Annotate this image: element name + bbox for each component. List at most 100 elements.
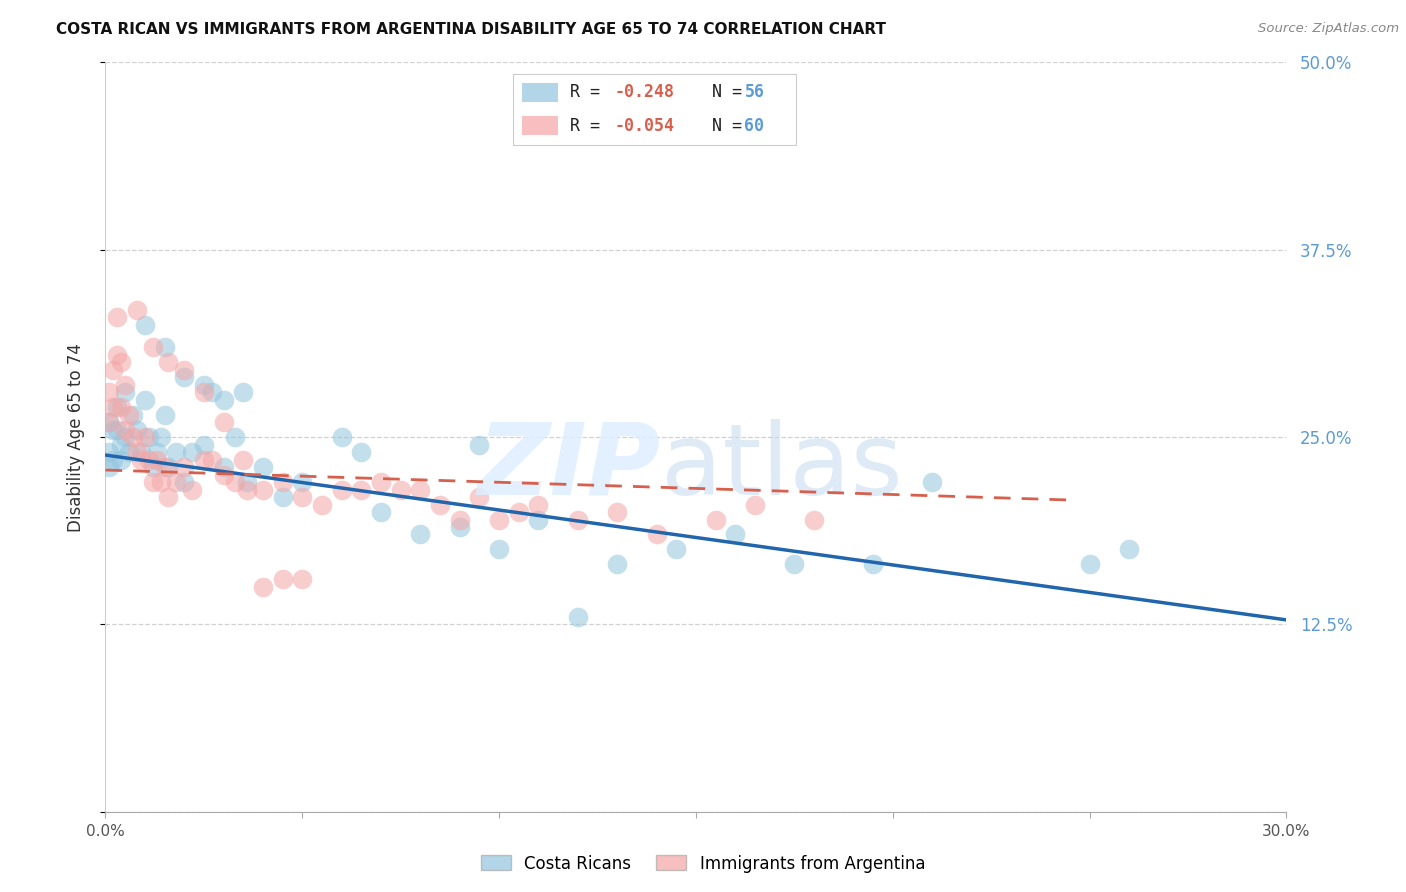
Point (98, 415, 121, 429)
Text: R =: R = (569, 84, 610, 102)
Point (98, 385, 121, 400)
Point (122, 430, 145, 444)
Point (125, 445, 148, 459)
Point (142, 475, 165, 489)
Point (145, 452, 167, 467)
Point (291, 573, 314, 587)
Point (173, 370, 195, 384)
Point (105, 400, 128, 414)
Point (114, 377, 136, 392)
Point (157, 460, 180, 475)
Point (181, 483, 204, 497)
Point (118, 408, 141, 422)
Point (350, 445, 373, 459)
Point (370, 475, 392, 489)
Legend: Costa Ricans, Immigrants from Argentina: Costa Ricans, Immigrants from Argentina (474, 848, 932, 880)
FancyBboxPatch shape (523, 84, 558, 103)
Text: 60: 60 (744, 117, 765, 135)
Point (142, 340, 165, 354)
Point (567, 512, 589, 526)
Text: N =: N = (682, 117, 752, 135)
Point (125, 423, 148, 437)
Point (114, 430, 136, 444)
Point (165, 445, 187, 459)
Point (1078, 558, 1101, 572)
Point (291, 475, 314, 489)
Point (291, 490, 314, 504)
Y-axis label: Disability Age 65 to 74: Disability Age 65 to 74 (66, 343, 84, 532)
Point (181, 445, 204, 459)
Point (606, 558, 628, 572)
Point (153, 340, 176, 354)
Point (409, 483, 432, 497)
Text: 56: 56 (744, 84, 765, 102)
Point (105, 310, 128, 325)
Point (110, 355, 132, 369)
Point (103, 452, 125, 467)
Point (98, 415, 121, 429)
Point (114, 385, 136, 400)
Point (224, 430, 246, 444)
Text: R =: R = (569, 117, 610, 135)
Point (125, 302, 148, 317)
Point (311, 498, 333, 512)
Point (129, 445, 152, 459)
Point (149, 475, 172, 489)
Point (724, 527, 747, 541)
Text: N =: N = (682, 84, 752, 102)
FancyBboxPatch shape (513, 74, 796, 145)
Point (862, 558, 884, 572)
Point (606, 505, 628, 519)
Point (103, 423, 125, 437)
Point (527, 498, 550, 512)
Point (114, 423, 136, 437)
Point (409, 527, 432, 541)
Point (110, 400, 132, 414)
Point (468, 437, 491, 451)
Point (201, 452, 224, 467)
Point (527, 512, 550, 526)
Point (350, 483, 373, 497)
Point (98, 460, 121, 475)
Point (212, 460, 235, 475)
Point (138, 430, 160, 444)
Point (103, 400, 125, 414)
Point (134, 318, 156, 332)
Text: COSTA RICAN VS IMMIGRANTS FROM ARGENTINA DISABILITY AGE 65 TO 74 CORRELATION CHA: COSTA RICAN VS IMMIGRANTS FROM ARGENTINA… (56, 22, 886, 37)
Point (193, 385, 215, 400)
Point (921, 475, 943, 489)
Point (271, 573, 294, 587)
Point (103, 362, 125, 376)
Point (212, 467, 235, 482)
Point (173, 475, 195, 489)
Point (224, 475, 246, 489)
Point (153, 460, 176, 475)
Point (236, 483, 259, 497)
Point (118, 445, 141, 459)
Point (134, 392, 156, 407)
Point (129, 452, 152, 467)
Point (98, 445, 121, 459)
Point (157, 355, 180, 369)
Point (157, 490, 180, 504)
Point (236, 475, 259, 489)
Point (508, 505, 530, 519)
Point (165, 475, 187, 489)
Point (142, 460, 165, 475)
Text: ZIP: ZIP (478, 418, 661, 516)
Text: -0.054: -0.054 (614, 117, 675, 135)
Point (193, 437, 215, 451)
Point (252, 483, 274, 497)
Point (567, 610, 589, 624)
Point (232, 452, 254, 467)
Point (389, 483, 412, 497)
Point (704, 512, 727, 526)
Point (201, 385, 224, 400)
Point (105, 423, 128, 437)
Point (252, 460, 274, 475)
Point (370, 505, 392, 519)
Point (252, 580, 274, 594)
Point (138, 452, 160, 467)
Point (149, 430, 172, 444)
Point (645, 527, 668, 541)
